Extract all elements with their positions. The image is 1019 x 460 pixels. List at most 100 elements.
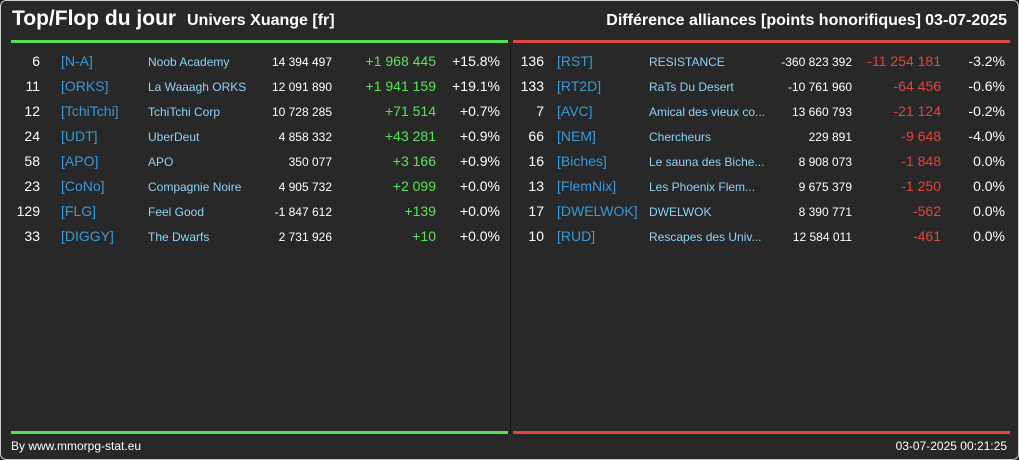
- alliance-tag-link[interactable]: [RST]: [557, 53, 593, 69]
- points-diff-cell: -64 456: [893, 78, 941, 94]
- points-cell: 13 660 793: [791, 105, 852, 119]
- rank-cell: 136: [520, 53, 544, 69]
- top-footer-bar: [11, 431, 508, 434]
- flop-row: 7 [AVC] Amical des vieux co... 13 660 793 -2…: [508, 99, 1008, 124]
- alliance-name-link[interactable]: Rescapes des Univ...: [649, 230, 762, 244]
- universe-label: Univers Xuange [fr]: [187, 12, 335, 29]
- alliance-tag-link[interactable]: [ORKS]: [61, 78, 109, 94]
- flop-row: 66 [NEM] Chercheurs 229 891 -9 648 -4.0%: [508, 124, 1008, 149]
- rank-cell: 12: [24, 103, 40, 119]
- alliance-tag-link[interactable]: [CoNo]: [61, 178, 105, 194]
- top-row: 6 [N-A] Noob Academy 14 394 497 +1 968 445 +1…: [1, 49, 501, 74]
- alliance-name-link[interactable]: Chercheurs: [649, 130, 712, 144]
- flop-table: 136 [RST] RESISTANCE -360 823 392 -11 254 18…: [508, 49, 1008, 249]
- alliance-name-link[interactable]: La Waaagh ORKS: [148, 80, 247, 94]
- rank-cell: 23: [24, 178, 40, 194]
- top-row: 23 [CoNo] Compagnie Noire 4 905 732 +2 099 +0…: [1, 174, 501, 199]
- alliance-name-link[interactable]: RESISTANCE: [649, 55, 725, 69]
- points-diff-cell: -9 648: [901, 128, 941, 144]
- points-cell: -360 823 392: [781, 55, 852, 69]
- percent-change-cell: +15.8%: [452, 53, 500, 69]
- alliance-name-link[interactable]: UberDeut: [148, 130, 200, 144]
- points-diff-cell: -1 250: [901, 178, 941, 194]
- rank-cell: 16: [528, 153, 544, 169]
- alliance-tag-link[interactable]: [Biches]: [557, 153, 607, 169]
- percent-change-cell: -0.2%: [968, 103, 1005, 119]
- alliance-name-link[interactable]: The Dwarfs: [148, 230, 210, 244]
- points-diff-cell: +1 941 159: [365, 78, 436, 94]
- alliance-name-link[interactable]: Amical des vieux co...: [649, 105, 766, 119]
- points-cell: -1 847 612: [274, 205, 332, 219]
- alliance-tag-link[interactable]: [DIGGY]: [61, 228, 114, 244]
- alliance-tag-link[interactable]: [TchiTchi]: [61, 103, 119, 119]
- rank-cell: 24: [24, 128, 40, 144]
- points-diff-cell: -1 848: [901, 153, 941, 169]
- points-cell: 9 675 379: [798, 180, 852, 194]
- flop-row: 10 [RUD] Rescapes des Univ... 12 584 011 -46…: [508, 224, 1008, 249]
- rank-cell: 58: [24, 153, 40, 169]
- rank-cell: 129: [16, 203, 40, 219]
- rank-cell: 7: [536, 103, 544, 119]
- alliance-tag-link[interactable]: [AVC]: [557, 103, 593, 119]
- percent-change-cell: -0.6%: [968, 78, 1005, 94]
- percent-change-cell: +0.0%: [459, 203, 500, 219]
- page-title: Top/Flop du jour: [12, 7, 177, 30]
- percent-change-cell: 0.0%: [973, 153, 1005, 169]
- flop-row: 133 [RT2D] RaTs Du Desert -10 761 960 -64 45…: [508, 74, 1008, 99]
- alliance-tag-link[interactable]: [FLG]: [61, 203, 97, 219]
- alliance-name-link[interactable]: Compagnie Noire: [148, 180, 242, 194]
- top-table: 6 [N-A] Noob Academy 14 394 497 +1 968 445 +1…: [1, 49, 501, 249]
- percent-change-cell: +0.7%: [459, 103, 500, 119]
- alliance-tag-link[interactable]: [UDT]: [61, 128, 98, 144]
- alliance-name-link[interactable]: Les Phoenix Flem...: [649, 180, 756, 194]
- flop-row: 17 [DWELWOK] DWELWOK 8 390 771 -562 0.0%: [508, 199, 1008, 224]
- percent-change-cell: 0.0%: [973, 178, 1005, 194]
- flop-row: 136 [RST] RESISTANCE -360 823 392 -11 254 18…: [508, 49, 1008, 74]
- alliance-tag-link[interactable]: [RT2D]: [557, 78, 602, 94]
- alliance-tag-link[interactable]: [RUD]: [557, 228, 596, 244]
- points-cell: 12 091 890: [271, 80, 332, 94]
- top-row: 129 [FLG] Feel Good -1 847 612 +139 +0.0%: [1, 199, 501, 224]
- rank-cell: 17: [528, 203, 544, 219]
- alliance-name-link[interactable]: DWELWOK: [649, 205, 712, 219]
- percent-change-cell: -4.0%: [968, 128, 1005, 144]
- alliance-name-link[interactable]: APO: [148, 155, 174, 169]
- column-divider: [510, 45, 511, 433]
- alliance-tag-link[interactable]: [FlemNix]: [557, 178, 617, 194]
- points-cell: 2 731 926: [278, 230, 332, 244]
- rank-cell: 11: [25, 78, 40, 94]
- alliance-name-link[interactable]: TchiTchi Corp: [148, 105, 221, 119]
- alliance-tag-link[interactable]: [APO]: [61, 153, 99, 169]
- alliance-tag-link[interactable]: [N-A]: [61, 53, 93, 69]
- percent-change-cell: +0.9%: [459, 128, 500, 144]
- flop-footer-bar: [513, 431, 1010, 434]
- footer-credit: By www.mmorpg-stat.eu: [11, 439, 142, 453]
- percent-change-cell: 0.0%: [973, 228, 1005, 244]
- points-cell: 8 390 771: [798, 205, 852, 219]
- points-diff-cell: -11 254 181: [867, 53, 941, 69]
- percent-change-cell: +0.0%: [459, 178, 500, 194]
- top-header-bar: [11, 40, 508, 43]
- alliance-name-link[interactable]: RaTs Du Desert: [649, 80, 734, 94]
- alliance-tag-link[interactable]: [DWELWOK]: [557, 203, 638, 219]
- flop-row: 16 [Biches] Le sauna des Biche... 8 908 073…: [508, 149, 1008, 174]
- rank-cell: 10: [528, 228, 544, 244]
- points-diff-cell: +10: [412, 228, 436, 244]
- points-diff-cell: +1 968 445: [365, 53, 436, 69]
- points-diff-cell: -461: [912, 228, 941, 244]
- flop-row: 13 [FlemNix] Les Phoenix Flem... 9 675 379 -…: [508, 174, 1008, 199]
- percent-change-cell: +0.9%: [459, 153, 500, 169]
- alliance-name-link[interactable]: Le sauna des Biche...: [649, 155, 765, 169]
- points-diff-cell: +2 099: [392, 178, 436, 194]
- alliance-name-link[interactable]: Feel Good: [148, 205, 205, 219]
- points-cell: 14 394 497: [271, 55, 332, 69]
- rank-cell: 6: [32, 53, 40, 69]
- alliance-name-link[interactable]: Noob Academy: [148, 55, 230, 69]
- points-diff-cell: -21 124: [893, 103, 941, 119]
- rank-cell: 66: [528, 128, 544, 144]
- percent-change-cell: +19.1%: [452, 78, 500, 94]
- alliance-tag-link[interactable]: [NEM]: [557, 128, 596, 144]
- rank-cell: 13: [528, 178, 544, 194]
- percent-change-cell: 0.0%: [973, 203, 1005, 219]
